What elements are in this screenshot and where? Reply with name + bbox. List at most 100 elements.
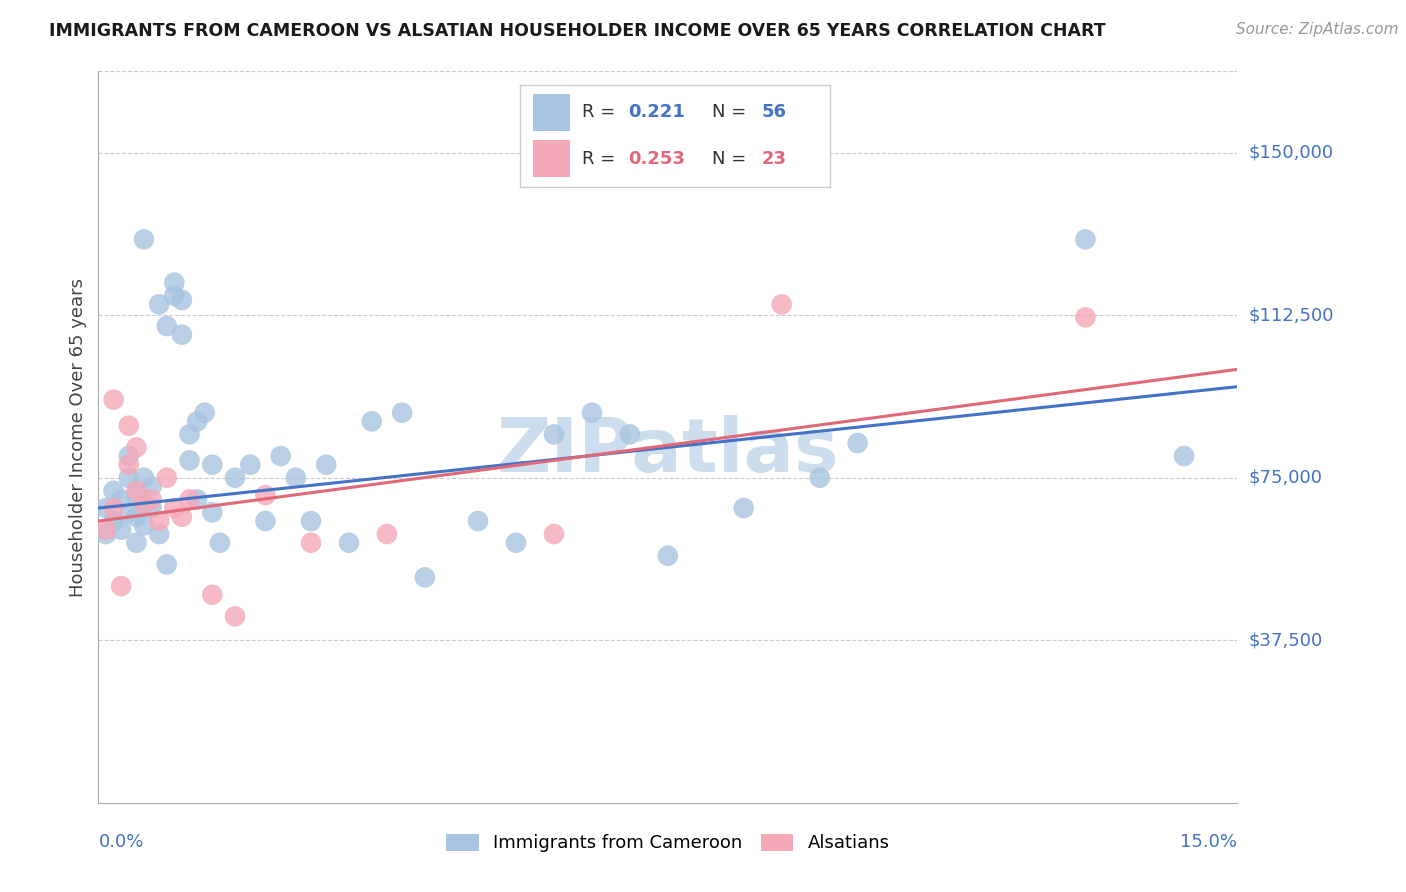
Point	[254, 488, 277, 502]
Point	[375, 527, 398, 541]
Point	[315, 458, 337, 472]
Point	[239, 458, 262, 472]
Point	[581, 406, 603, 420]
Point	[299, 535, 322, 549]
Point	[163, 288, 186, 302]
Point	[132, 232, 155, 246]
Point	[132, 471, 155, 485]
Text: $75,000: $75,000	[1249, 468, 1323, 487]
Text: 23: 23	[762, 150, 786, 168]
Text: R =: R =	[582, 150, 621, 168]
Text: 0.253: 0.253	[628, 150, 685, 168]
Text: 15.0%: 15.0%	[1180, 833, 1237, 851]
Point	[125, 488, 148, 502]
Point	[170, 509, 193, 524]
Point	[657, 549, 679, 563]
Point	[201, 505, 224, 519]
Point	[94, 501, 117, 516]
Point	[156, 558, 179, 572]
Point	[543, 527, 565, 541]
Point	[846, 436, 869, 450]
Point	[1173, 449, 1195, 463]
Text: 0.221: 0.221	[628, 103, 685, 121]
Point	[141, 501, 163, 516]
Point	[808, 471, 831, 485]
Point	[141, 492, 163, 507]
Bar	[533, 94, 569, 131]
Point	[148, 514, 170, 528]
Point	[619, 427, 641, 442]
Point	[148, 527, 170, 541]
Text: $150,000: $150,000	[1249, 144, 1333, 161]
Point	[125, 509, 148, 524]
Point	[118, 449, 141, 463]
Point	[148, 297, 170, 311]
Point	[118, 471, 141, 485]
Point	[141, 479, 163, 493]
Point	[208, 535, 231, 549]
Text: IMMIGRANTS FROM CAMEROON VS ALSATIAN HOUSEHOLDER INCOME OVER 65 YEARS CORRELATIO: IMMIGRANTS FROM CAMEROON VS ALSATIAN HOU…	[49, 22, 1107, 40]
Point	[110, 492, 132, 507]
Point	[337, 535, 360, 549]
Point	[103, 514, 125, 528]
Point	[179, 427, 201, 442]
Point	[94, 527, 117, 541]
Point	[170, 327, 193, 342]
Point	[201, 588, 224, 602]
Point	[132, 497, 155, 511]
Point	[132, 518, 155, 533]
Point	[110, 579, 132, 593]
Point	[186, 492, 208, 507]
Point	[467, 514, 489, 528]
Text: 0.0%: 0.0%	[98, 833, 143, 851]
Point	[1074, 232, 1097, 246]
Legend: Immigrants from Cameroon, Alsatians: Immigrants from Cameroon, Alsatians	[439, 826, 897, 860]
Text: 56: 56	[762, 103, 786, 121]
Point	[103, 483, 125, 498]
Point	[224, 609, 246, 624]
Point	[201, 458, 224, 472]
Point	[770, 297, 793, 311]
Point	[224, 471, 246, 485]
Point	[125, 441, 148, 455]
Point	[505, 535, 527, 549]
Point	[118, 458, 141, 472]
Point	[103, 392, 125, 407]
Point	[118, 418, 141, 433]
Point	[186, 414, 208, 428]
Point	[299, 514, 322, 528]
Point	[103, 501, 125, 516]
Text: Source: ZipAtlas.com: Source: ZipAtlas.com	[1236, 22, 1399, 37]
Point	[1074, 310, 1097, 325]
Text: $37,500: $37,500	[1249, 632, 1323, 649]
Point	[163, 276, 186, 290]
Point	[94, 523, 117, 537]
Point	[156, 318, 179, 333]
Text: R =: R =	[582, 103, 621, 121]
Text: N =: N =	[711, 150, 752, 168]
Point	[733, 501, 755, 516]
Point	[413, 570, 436, 584]
Point	[254, 514, 277, 528]
Point	[391, 406, 413, 420]
Text: N =: N =	[711, 103, 752, 121]
Point	[110, 523, 132, 537]
Point	[132, 497, 155, 511]
Y-axis label: Householder Income Over 65 years: Householder Income Over 65 years	[69, 277, 87, 597]
Point	[125, 535, 148, 549]
Point	[284, 471, 307, 485]
Point	[156, 471, 179, 485]
Point	[543, 427, 565, 442]
Point	[125, 483, 148, 498]
Text: $112,500: $112,500	[1249, 306, 1334, 324]
Point	[360, 414, 382, 428]
Point	[118, 505, 141, 519]
Bar	[533, 140, 569, 177]
Point	[194, 406, 217, 420]
Point	[179, 453, 201, 467]
Point	[170, 293, 193, 307]
Point	[163, 501, 186, 516]
Point	[270, 449, 292, 463]
Point	[179, 492, 201, 507]
Text: ZIPatlas: ZIPatlas	[496, 415, 839, 488]
